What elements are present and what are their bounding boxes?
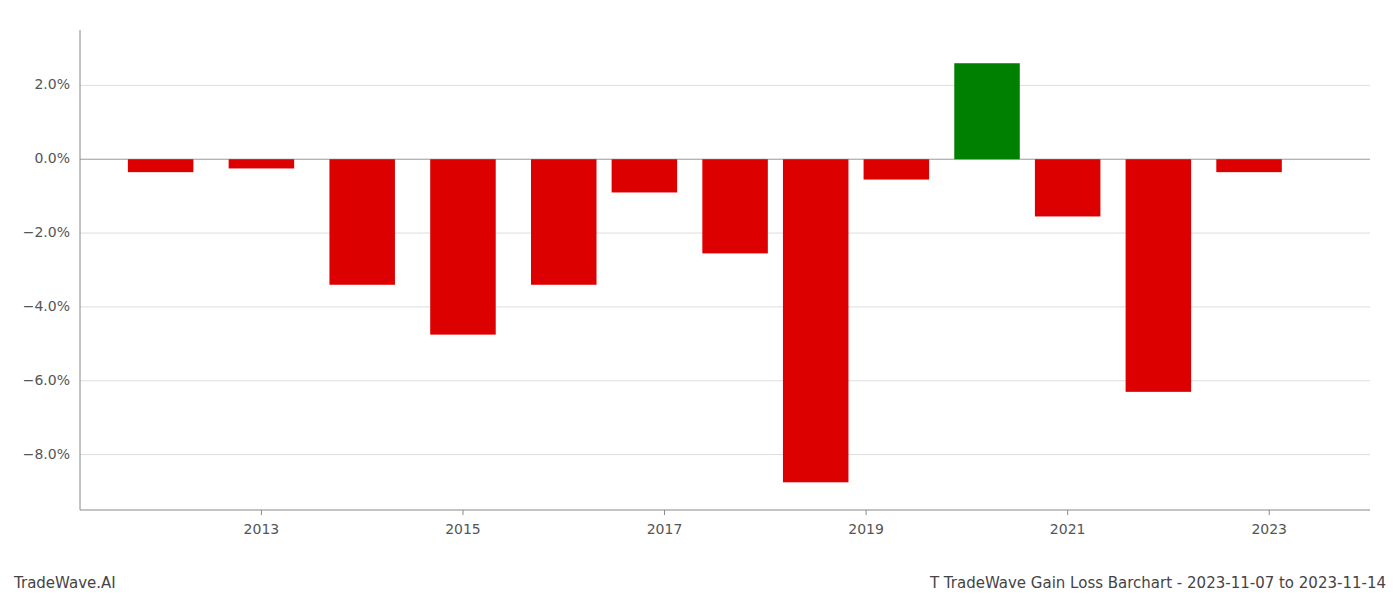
grid-line — [80, 454, 1370, 455]
y-tick-label: −2.0% — [23, 224, 70, 240]
x-tick-label: 2021 — [1050, 521, 1086, 537]
x-tick-label: 2017 — [647, 521, 683, 537]
bar — [329, 159, 395, 285]
x-tick-label: 2015 — [445, 521, 481, 537]
bar — [128, 159, 194, 172]
bar — [1126, 159, 1192, 392]
bar — [954, 63, 1020, 159]
y-axis-line — [80, 30, 81, 510]
chart: −8.0% −6.0% −4.0% −2.0% 0.0% 2.0% 2013 2015 2017… — [0, 0, 1400, 600]
x-tick — [1269, 510, 1270, 515]
bar — [864, 159, 930, 179]
footer-text: T TradeWave Gain Loss Barchart - 2023-11… — [929, 574, 1386, 592]
x-tick — [1067, 510, 1068, 515]
y-tick-label: −6.0% — [23, 372, 70, 388]
x-tick — [866, 510, 867, 515]
bar — [783, 159, 849, 482]
bar — [1216, 159, 1282, 172]
bar — [229, 159, 295, 168]
x-axis-line — [80, 510, 1370, 511]
grid-line — [80, 85, 1370, 86]
bar — [1035, 159, 1101, 216]
bar — [531, 159, 597, 285]
bars — [128, 63, 1282, 482]
x-tick — [664, 510, 665, 515]
x-tick-label: 2023 — [1251, 521, 1287, 537]
bar — [430, 159, 496, 334]
bar — [702, 159, 768, 253]
y-tick-label: 2.0% — [34, 76, 70, 92]
x-tick — [462, 510, 463, 515]
grid — [80, 85, 1370, 454]
annotations: TradeWave.AI T TradeWave Gain Loss Barcha… — [13, 574, 1386, 592]
bar — [612, 159, 678, 192]
y-tick-label: −8.0% — [23, 446, 70, 462]
x-tick-label: 2019 — [848, 521, 884, 537]
y-tick-label: 0.0% — [34, 150, 70, 166]
x-tick-label: 2013 — [244, 521, 280, 537]
x-tick — [261, 510, 262, 515]
footer-text: TradeWave.AI — [13, 574, 116, 592]
axes: −8.0% −6.0% −4.0% −2.0% 0.0% 2.0% 2013 2015 2017… — [23, 30, 1370, 537]
y-tick-label: −4.0% — [23, 298, 70, 314]
chart-container: −8.0% −6.0% −4.0% −2.0% 0.0% 2.0% 2013 2015 2017… — [0, 0, 1400, 600]
